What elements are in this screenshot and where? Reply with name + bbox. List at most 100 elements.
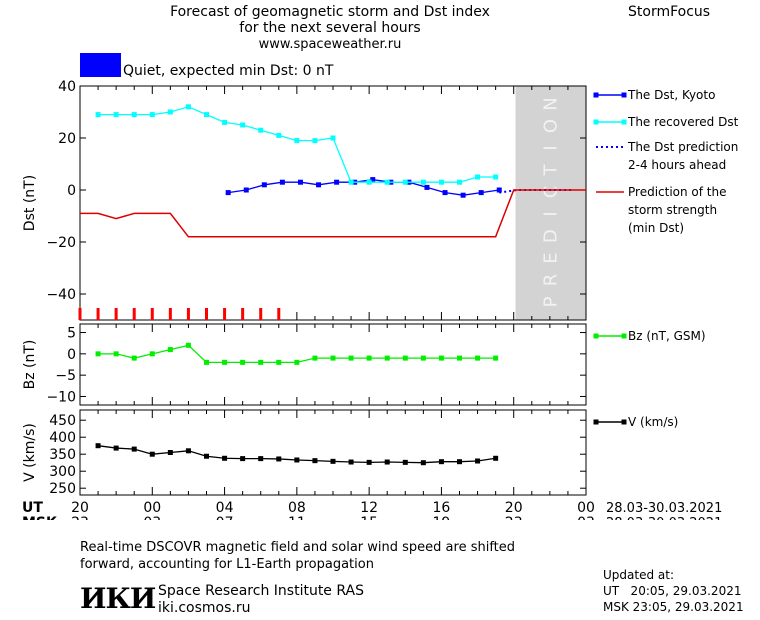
- data-point: [240, 122, 246, 128]
- data-point: [258, 127, 264, 133]
- data-point: [402, 459, 408, 465]
- data-point: [312, 458, 318, 464]
- data-point: [204, 359, 209, 365]
- msk-tick-label: 11: [288, 515, 306, 520]
- msk-tick-label: 23: [71, 515, 89, 520]
- data-point: [330, 355, 336, 361]
- legend-label: V (km/s): [628, 415, 678, 429]
- legend-item-v-0: V (km/s): [593, 415, 678, 429]
- status-color-swatch: [80, 53, 121, 77]
- y-tick-label: 5: [67, 326, 76, 342]
- data-point: [95, 351, 101, 357]
- data-point: [420, 179, 426, 185]
- data-point: [460, 192, 466, 198]
- msk-tick-label: 23: [505, 515, 523, 520]
- data-point: [276, 456, 282, 462]
- data-point: [438, 459, 444, 465]
- data-point: [475, 458, 481, 464]
- y-tick-label: 300: [49, 464, 76, 480]
- data-point: [149, 351, 155, 357]
- data-point: [258, 456, 264, 462]
- data-point: [348, 459, 354, 465]
- y-axis-label-dst: Dst (nT): [22, 175, 38, 231]
- legend-label: The Dst prediction: [627, 140, 738, 154]
- prediction-label-char: I: [540, 211, 561, 216]
- data-point: [185, 448, 191, 454]
- data-point: [442, 190, 448, 196]
- ut-tick-label: 04: [216, 500, 234, 516]
- data-point: [493, 174, 499, 180]
- legend-label: 2-4 hours ahead: [628, 158, 726, 172]
- series-line-dst-1: [98, 106, 496, 183]
- footer-note-line2: forward, accounting for L1-Earth propaga…: [80, 557, 374, 572]
- data-point: [438, 355, 444, 361]
- data-point: [312, 355, 318, 361]
- data-point: [330, 135, 336, 141]
- institute-name: Space Research Institute RAS: [158, 583, 364, 599]
- data-point: [457, 459, 462, 465]
- prediction-label-char: T: [540, 164, 561, 177]
- y-tick-label: 0: [67, 347, 76, 363]
- legend-label: Prediction of the: [628, 185, 727, 199]
- series-line-dst-0: [228, 178, 500, 196]
- prediction-label-char: E: [540, 252, 561, 263]
- legend-marker: [621, 92, 627, 98]
- y-tick-label: −10: [46, 389, 76, 405]
- chart-title-line1: Forecast of geomagnetic storm and Dst in…: [170, 4, 490, 20]
- prediction-region: [515, 86, 586, 320]
- data-point: [204, 112, 209, 118]
- panel-frame-dst: [79, 85, 587, 321]
- data-point: [131, 446, 137, 452]
- data-point: [279, 179, 285, 185]
- prediction-label-char: N: [540, 97, 561, 110]
- data-point: [316, 182, 322, 188]
- ut-tick-label: 12: [360, 500, 378, 516]
- msk-tick-label: 19: [433, 515, 451, 520]
- y-tick-label: −5: [55, 368, 76, 384]
- legend-marker: [621, 333, 627, 339]
- ut-tick-label: 00: [143, 500, 161, 516]
- institute-url[interactable]: iki.cosmos.ru: [158, 600, 251, 616]
- data-point: [113, 351, 119, 357]
- data-point: [493, 455, 499, 461]
- prediction-label-char: P: [540, 296, 561, 307]
- data-point: [294, 138, 300, 144]
- legend-item-dst-2: The Dst prediction 2-4 hours ahead: [596, 140, 738, 172]
- data-point: [402, 355, 408, 361]
- prediction-label-char: C: [540, 186, 561, 199]
- legend-marker: [593, 419, 599, 425]
- legend-label: The recovered Dst: [627, 115, 739, 129]
- data-point: [366, 355, 372, 361]
- prediction-label-char: D: [540, 229, 561, 243]
- y-tick-label: 20: [58, 131, 76, 147]
- data-point: [131, 355, 137, 361]
- data-point: [334, 179, 340, 185]
- data-point: [185, 104, 191, 110]
- data-point: [95, 112, 101, 118]
- panel-frame-bz: [79, 323, 587, 406]
- legend-marker: [593, 119, 599, 125]
- data-point: [496, 187, 502, 193]
- msk-tick-label: 03: [143, 515, 161, 520]
- data-point: [185, 342, 191, 348]
- panel-frame-v: [79, 409, 587, 496]
- y-axis-label-v: V (km/s): [22, 423, 38, 482]
- ut-tick-label: 08: [288, 500, 306, 516]
- data-point: [475, 355, 481, 361]
- data-point: [113, 445, 119, 451]
- iki-logo: ИКИ: [80, 582, 156, 615]
- updated-ut: UT 20:05, 29.03.2021: [603, 584, 742, 598]
- site-url[interactable]: www.spaceweather.ru: [258, 37, 402, 52]
- legend-marker: [621, 119, 627, 125]
- data-point: [276, 132, 282, 138]
- data-point: [475, 174, 481, 180]
- data-point: [222, 455, 228, 461]
- y-tick-label: 250: [49, 481, 76, 497]
- data-point: [149, 451, 155, 457]
- data-point: [240, 359, 246, 365]
- data-point: [297, 179, 303, 185]
- data-point: [424, 184, 430, 190]
- data-point: [294, 457, 300, 463]
- y-axis-label-bz: Bz (nT): [22, 340, 38, 390]
- legend-label: Bz (nT, GSM): [628, 329, 706, 343]
